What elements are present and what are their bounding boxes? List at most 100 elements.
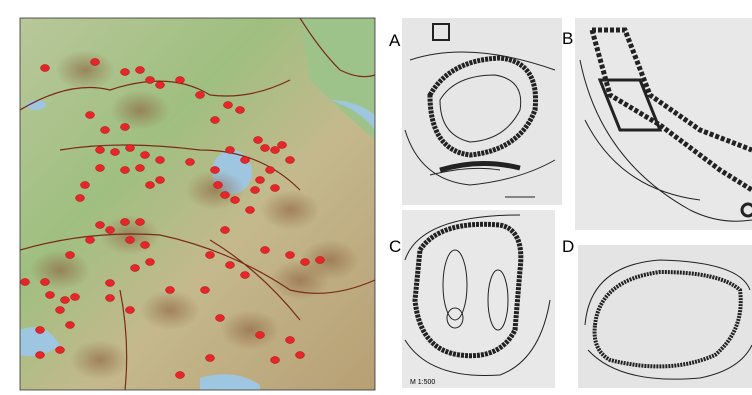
site-marker — [277, 141, 287, 149]
site-marker — [220, 191, 230, 199]
mountain — [30, 250, 90, 290]
site-marker — [165, 286, 175, 294]
site-marker — [250, 186, 260, 194]
site-marker — [20, 278, 30, 286]
site-marker — [255, 176, 265, 184]
site-marker — [80, 181, 90, 189]
site-marker — [85, 111, 95, 119]
site-marker — [285, 156, 295, 164]
site-marker — [55, 346, 65, 354]
site-marker — [270, 146, 280, 154]
site-marker — [200, 286, 210, 294]
site-marker — [125, 306, 135, 314]
site-marker — [230, 196, 240, 204]
site-marker — [40, 64, 50, 72]
site-marker — [253, 136, 263, 144]
site-marker — [100, 126, 110, 134]
site-marker — [140, 151, 150, 159]
site-marker — [245, 206, 255, 214]
site-marker — [240, 271, 250, 279]
site-marker — [110, 148, 120, 156]
site-marker — [125, 236, 135, 244]
site-marker — [120, 218, 130, 226]
site-marker — [105, 279, 115, 287]
plan-c: M 1:500 — [402, 210, 555, 388]
mountain — [110, 90, 170, 130]
site-marker — [145, 181, 155, 189]
site-marker — [135, 66, 145, 74]
site-marker — [195, 91, 205, 99]
site-marker — [135, 164, 145, 172]
site-marker — [65, 251, 75, 259]
site-marker — [35, 326, 45, 334]
site-marker — [135, 218, 145, 226]
site-marker — [175, 371, 185, 379]
site-marker — [175, 76, 185, 84]
site-marker — [120, 68, 130, 76]
site-marker — [205, 251, 215, 259]
mountain — [260, 190, 320, 230]
site-marker — [105, 226, 115, 234]
site-marker — [260, 144, 270, 152]
plan-a — [402, 18, 562, 205]
site-marker — [235, 106, 245, 114]
site-marker — [240, 156, 250, 164]
site-marker — [295, 351, 305, 359]
site-marker — [140, 241, 150, 249]
site-marker — [95, 221, 105, 229]
map — [20, 18, 375, 390]
site-marker — [215, 314, 225, 322]
site-marker — [60, 296, 70, 304]
site-marker — [85, 236, 95, 244]
site-marker — [35, 351, 45, 359]
site-marker — [223, 101, 233, 109]
site-marker — [220, 226, 230, 234]
site-marker — [225, 261, 235, 269]
site-marker — [255, 331, 265, 339]
site-marker — [130, 264, 140, 272]
site-marker — [40, 278, 50, 286]
panel-label: C — [389, 237, 401, 256]
mountain — [140, 290, 200, 330]
mountain — [300, 240, 360, 280]
site-marker — [125, 144, 135, 152]
site-marker — [315, 256, 325, 264]
site-marker — [145, 76, 155, 84]
site-marker — [95, 164, 105, 172]
site-marker — [285, 251, 295, 259]
plan-d — [578, 245, 752, 388]
site-marker — [55, 306, 65, 314]
site-marker — [120, 166, 130, 174]
site-marker — [260, 246, 270, 254]
site-marker — [270, 184, 280, 192]
site-marker — [65, 321, 75, 329]
panel-label: A — [389, 31, 401, 50]
site-marker — [300, 258, 310, 266]
mountain — [55, 50, 115, 90]
plan-b — [575, 18, 752, 230]
site-marker — [185, 158, 195, 166]
site-marker — [155, 156, 165, 164]
site-marker — [270, 356, 280, 364]
site-marker — [285, 336, 295, 344]
site-marker — [75, 194, 85, 202]
site-marker — [155, 176, 165, 184]
site-marker — [210, 166, 220, 174]
site-marker — [205, 354, 215, 362]
site-marker — [145, 258, 155, 266]
panel-label: D — [562, 237, 574, 256]
panel-label: B — [562, 29, 573, 48]
site-marker — [105, 294, 115, 302]
site-marker — [210, 116, 220, 124]
mountain — [70, 340, 130, 380]
scale-label: M 1:500 — [410, 379, 435, 386]
site-marker — [225, 146, 235, 154]
site-marker — [213, 181, 223, 189]
site-marker — [120, 123, 130, 131]
mountain — [220, 310, 280, 350]
site-marker — [45, 291, 55, 299]
site-marker — [155, 81, 165, 89]
site-marker — [90, 58, 100, 66]
